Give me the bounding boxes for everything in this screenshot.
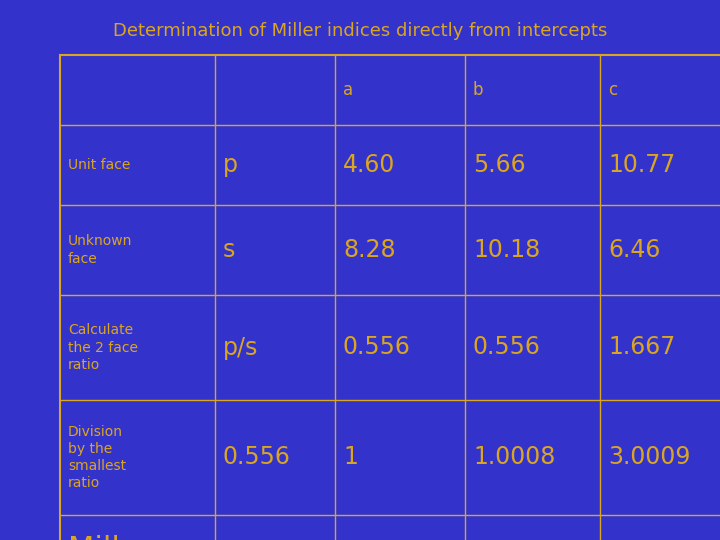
- Text: 4.60: 4.60: [343, 153, 395, 177]
- Text: Miller
indices: Miller indices: [68, 535, 175, 540]
- Text: 1: 1: [343, 446, 358, 469]
- Text: 0.556: 0.556: [223, 446, 291, 469]
- Text: Calculate
the 2 face
ratio: Calculate the 2 face ratio: [68, 323, 138, 372]
- Text: p/s: p/s: [223, 335, 258, 360]
- Text: 10.18: 10.18: [473, 238, 540, 262]
- Text: 8.28: 8.28: [343, 238, 395, 262]
- Text: 1.0008: 1.0008: [473, 446, 555, 469]
- Text: Unknown
face: Unknown face: [68, 234, 132, 266]
- Text: 5.66: 5.66: [473, 153, 526, 177]
- Text: Determination of Miller indices directly from intercepts: Determination of Miller indices directly…: [113, 22, 607, 40]
- Text: 0.556: 0.556: [343, 335, 411, 360]
- Text: p: p: [223, 153, 238, 177]
- Text: Division
by the
smallest
ratio: Division by the smallest ratio: [68, 424, 126, 490]
- Text: b: b: [473, 81, 484, 99]
- Text: a: a: [343, 81, 353, 99]
- Text: s: s: [223, 238, 235, 262]
- Text: 1.667: 1.667: [608, 335, 675, 360]
- Text: 10.77: 10.77: [608, 153, 675, 177]
- Text: 6.46: 6.46: [608, 238, 660, 262]
- Text: Unit face: Unit face: [68, 158, 130, 172]
- Text: 0.556: 0.556: [473, 335, 541, 360]
- Text: c: c: [608, 81, 617, 99]
- Text: 3.0009: 3.0009: [608, 446, 690, 469]
